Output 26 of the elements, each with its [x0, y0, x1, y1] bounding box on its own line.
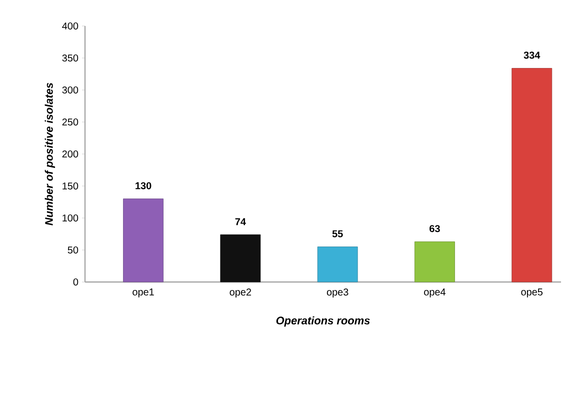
y-axis-title: Number of positive isolates	[44, 82, 56, 226]
bar	[220, 234, 261, 282]
y-tick-label: 300	[62, 86, 78, 94]
bar	[317, 246, 358, 282]
y-tick-label: 400	[62, 22, 78, 30]
data-label: 334	[524, 52, 540, 59]
y-tick-label: 250	[62, 118, 78, 126]
y-tick-label: 350	[62, 54, 78, 62]
x-tick-label: ope5	[521, 288, 543, 298]
y-tick-label: 100	[62, 214, 78, 222]
data-label: 74	[235, 218, 246, 226]
y-tick-label: 200	[62, 150, 78, 158]
data-label: 63	[430, 225, 440, 232]
bar	[414, 241, 455, 282]
bar	[123, 198, 164, 282]
x-tick-label: ope3	[326, 288, 348, 298]
data-label: 130	[136, 182, 152, 190]
x-tick-label: ope4	[424, 288, 446, 298]
y-tick-label: 0	[73, 278, 78, 286]
y-tick-label: 150	[62, 182, 78, 190]
x-axis-title: Operations rooms	[276, 316, 370, 327]
x-tick-label: ope2	[230, 288, 252, 298]
bar	[512, 68, 552, 282]
data-label: 55	[332, 230, 343, 238]
x-tick-label: ope1	[132, 288, 154, 298]
y-tick-label: 50	[68, 246, 78, 254]
